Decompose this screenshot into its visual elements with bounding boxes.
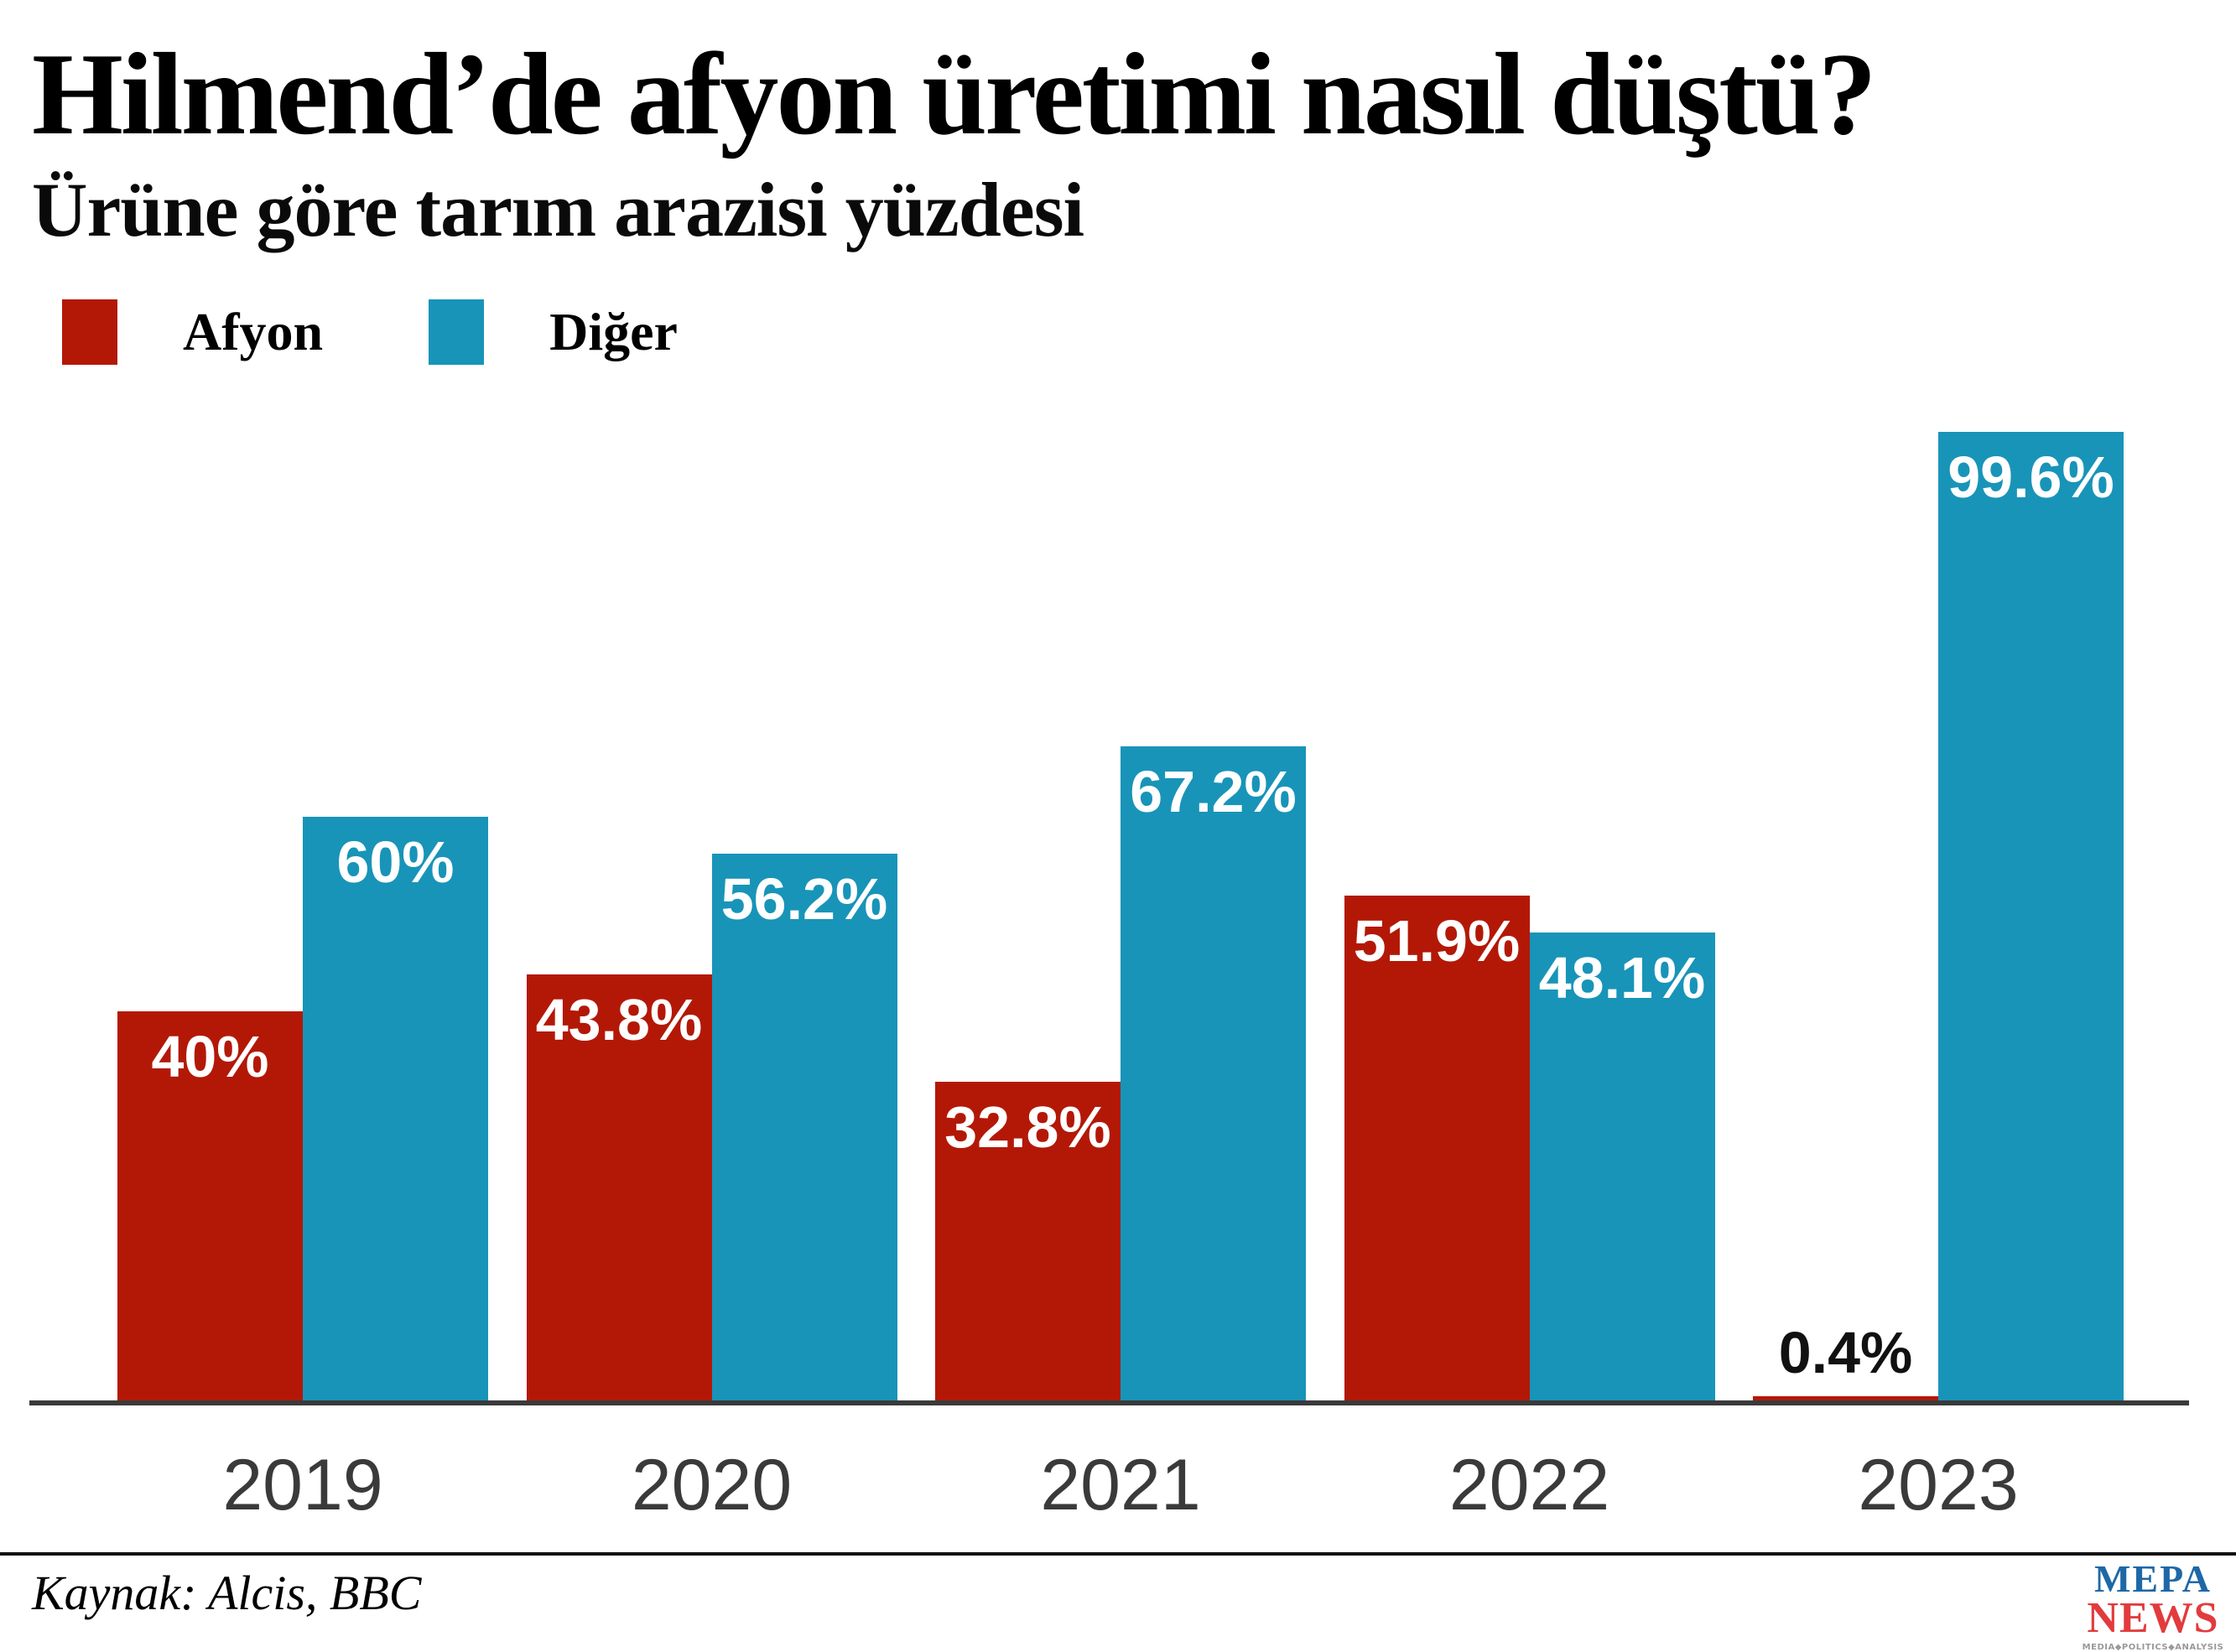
bar-value-label-afyon-2022: 51.9% <box>1353 908 1521 974</box>
footer-divider <box>0 1552 2236 1556</box>
bar-value-label-diğer-2020: 56.2% <box>720 866 888 932</box>
bar-afyon-2022 <box>1344 896 1530 1400</box>
legend-item-afyon: Afyon <box>62 299 323 365</box>
bar-diğer-2022 <box>1529 932 1715 1400</box>
chart-subtitle: Ürüne göre tarım arazisi yüzdesi <box>32 167 1084 252</box>
source-credit: Kaynak: Alcis, BBC <box>32 1566 422 1620</box>
chart-title: Hilmend’de afyon üretimi nasıl düştü? <box>32 29 1877 159</box>
bar-value-label-diğer-2023: 99.6% <box>1947 444 2114 510</box>
bar-value-label-afyon-2023: 0.4% <box>1778 1320 1913 1385</box>
bar-diğer-2020 <box>711 854 897 1400</box>
legend: Afyon Diğer <box>62 299 678 366</box>
legend-label-diger: Diğer <box>549 302 678 361</box>
logo-news-text: NEWS <box>2087 1594 2219 1642</box>
bar-diğer-2019 <box>303 817 488 1400</box>
bar-value-label-diğer-2021: 67.2% <box>1130 759 1297 824</box>
legend-swatch-diger <box>429 299 485 365</box>
bar-value-label-diğer-2022: 48.1% <box>1538 945 1706 1010</box>
legend-label-afyon: Afyon <box>183 302 324 361</box>
bar-value-label-afyon-2020: 43.8% <box>535 987 703 1052</box>
x-tick-label-2019: 2019 <box>222 1445 383 1525</box>
x-tick-label-2023: 2023 <box>1858 1445 2019 1525</box>
mepa-news-logo: MEPA NEWS MEDIA◆POLITICS◆ANALYSIS <box>2082 1560 2224 1652</box>
legend-swatch-afyon <box>62 299 117 365</box>
logo-tagline: MEDIA◆POLITICS◆ANALYSIS <box>2082 1643 2224 1652</box>
x-tick-label-2020: 2020 <box>631 1445 793 1525</box>
x-axis-line <box>29 1400 2189 1405</box>
logo-mepa-text: MEPA <box>2093 1557 2212 1600</box>
bar-diğer-2021 <box>1121 746 1306 1400</box>
x-tick-label-2021: 2021 <box>1040 1445 1201 1525</box>
x-tick-label-2022: 2022 <box>1448 1445 1610 1525</box>
bar-afyon-2019 <box>117 1011 303 1400</box>
legend-item-diger: Diğer <box>429 299 678 365</box>
bar-afyon-2023 <box>1753 1396 1938 1400</box>
bar-diğer-2023 <box>1938 432 2124 1400</box>
bar-value-label-afyon-2021: 32.8% <box>944 1094 1111 1160</box>
bar-value-label-afyon-2019: 40% <box>151 1024 269 1089</box>
bar-afyon-2020 <box>526 974 712 1400</box>
bar-value-label-diğer-2019: 60% <box>336 829 455 895</box>
bar-afyon-2021 <box>935 1082 1121 1400</box>
